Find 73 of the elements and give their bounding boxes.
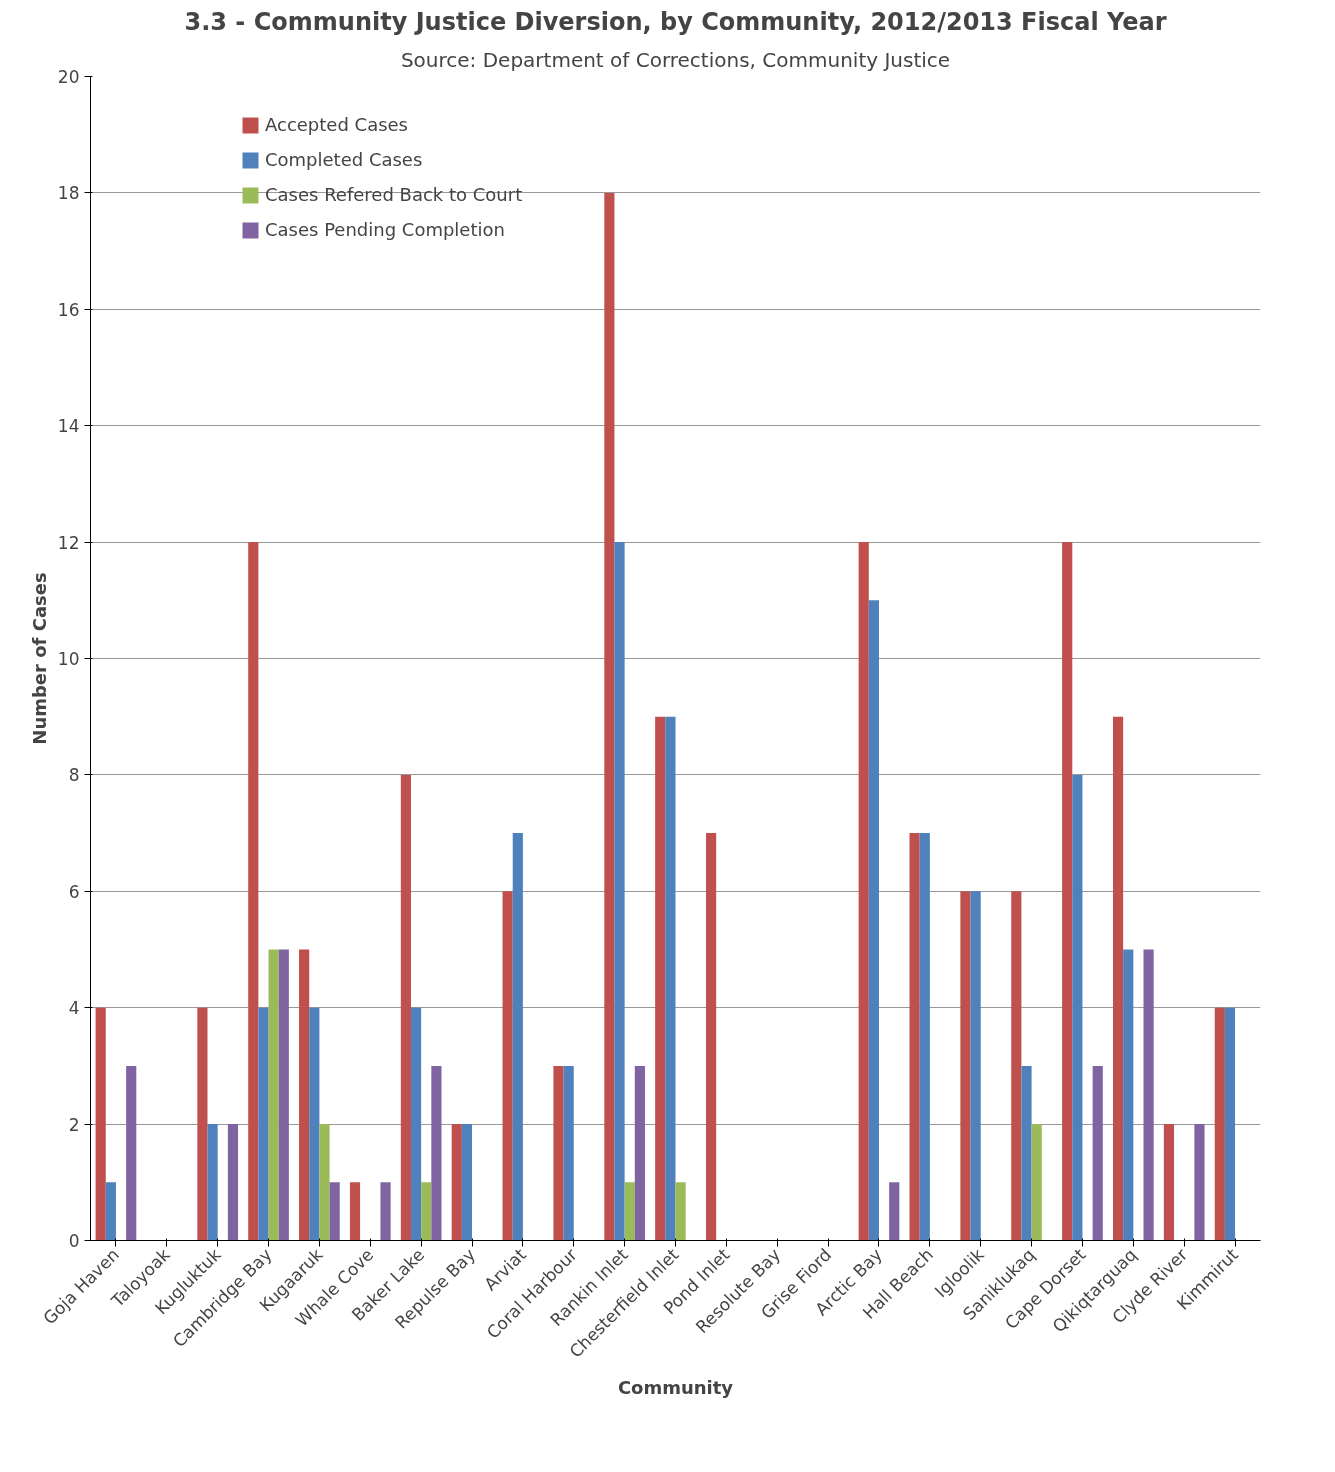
bar (624, 1182, 635, 1241)
y-tick-label: 18 (57, 183, 80, 204)
bar (1112, 716, 1124, 1241)
y-tick-label: 0 (68, 1231, 80, 1251)
bar (258, 1007, 269, 1241)
legend-label: Completed Cases (265, 149, 423, 170)
bar (451, 1124, 462, 1241)
bar (380, 1182, 391, 1241)
y-tick-label: 8 (68, 765, 80, 786)
bar (706, 833, 717, 1241)
bar (889, 1182, 900, 1241)
bar (1021, 1065, 1032, 1241)
bar (502, 891, 513, 1241)
bar (665, 716, 676, 1241)
bar (1072, 774, 1083, 1241)
bar (410, 1007, 422, 1241)
bar (1062, 542, 1073, 1241)
bar (614, 542, 625, 1241)
bar (919, 833, 930, 1241)
bar (268, 949, 279, 1241)
bar (126, 1065, 137, 1241)
bar (1214, 1007, 1225, 1241)
legend-label: Accepted Cases (265, 114, 408, 135)
bar (970, 891, 981, 1241)
bar (278, 949, 289, 1241)
bar (960, 891, 971, 1241)
y-axis-title: Number of Cases (28, 572, 50, 745)
bar (858, 542, 869, 1241)
bar (248, 542, 259, 1241)
bar (1143, 949, 1154, 1241)
bar (1092, 1065, 1103, 1241)
bar (197, 1007, 208, 1241)
bar (512, 833, 523, 1241)
legend-label: Cases Pending Completion (265, 219, 505, 240)
y-tick-label: 12 (57, 532, 80, 553)
bar (227, 1124, 239, 1241)
chart-title: 3.3 - Community Justice Diversion, by Community, 2012/2013 Fiscal Year (184, 7, 1167, 36)
bar (553, 1065, 564, 1241)
bar (1031, 1124, 1042, 1241)
y-tick-label: 6 (68, 881, 80, 902)
bar (329, 1182, 340, 1241)
bar (207, 1124, 218, 1241)
bar (95, 1007, 106, 1241)
y-tick-label: 4 (68, 998, 80, 1019)
chart-subtitle: Source: Department of Corrections, Community Justice (400, 47, 951, 72)
bar (299, 949, 310, 1241)
bar (1011, 891, 1022, 1241)
bar (909, 833, 920, 1241)
bar (604, 192, 615, 1241)
bar (868, 600, 879, 1241)
bar (431, 1065, 442, 1241)
bar (1224, 1007, 1236, 1241)
y-tick-label: 16 (57, 299, 80, 320)
bar (319, 1124, 330, 1241)
bar (655, 716, 666, 1241)
bar (1194, 1124, 1205, 1241)
y-tick-label: 10 (57, 649, 80, 669)
bar (309, 1007, 320, 1241)
y-tick-label: 20 (57, 67, 80, 87)
x-axis-title: Community (617, 1376, 734, 1398)
bar (634, 1065, 645, 1241)
bar (675, 1182, 686, 1241)
bar (1163, 1124, 1175, 1241)
y-tick-label: 14 (57, 416, 80, 437)
legend-label: Cases Refered Back to Court (265, 184, 523, 205)
bar (461, 1124, 473, 1241)
y-tick-label: 2 (68, 1114, 80, 1135)
bar (400, 774, 411, 1241)
bar (1123, 949, 1134, 1241)
bar (421, 1182, 432, 1241)
bar (349, 1182, 361, 1241)
bar (105, 1182, 116, 1241)
bar (563, 1065, 574, 1241)
